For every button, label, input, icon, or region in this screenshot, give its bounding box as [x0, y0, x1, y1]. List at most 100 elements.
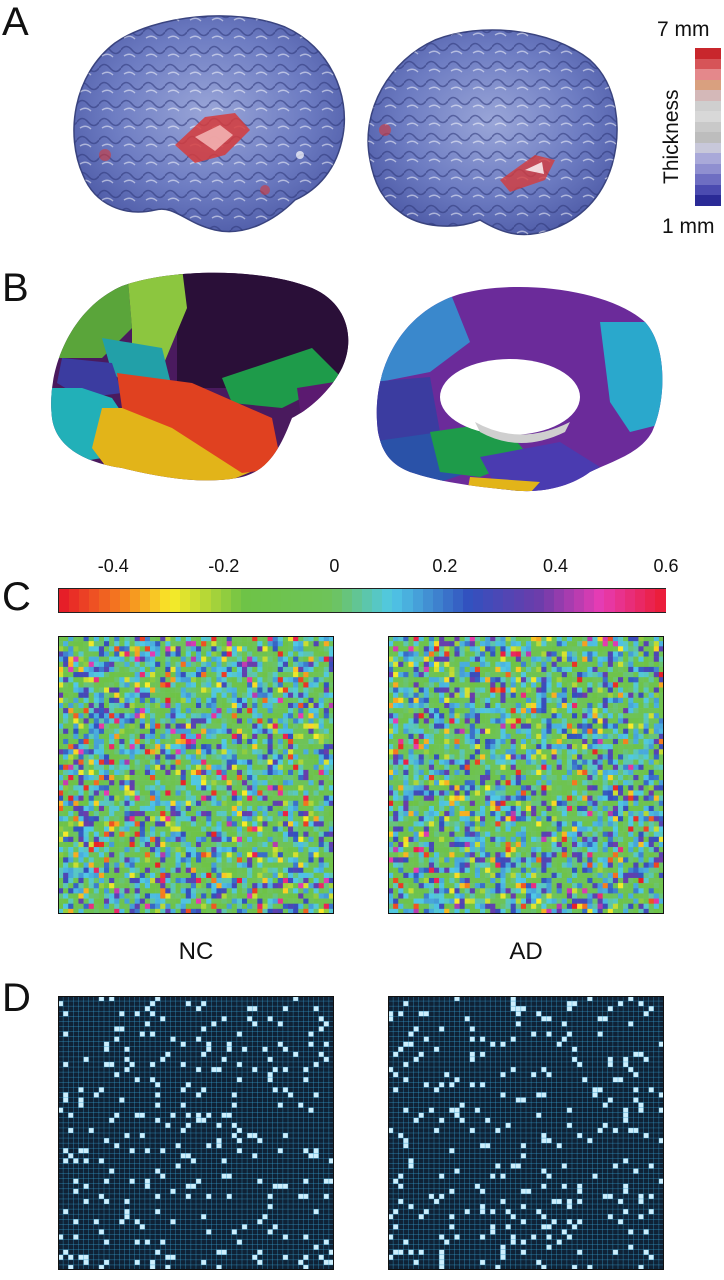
matrix-cell	[388, 636, 394, 642]
matrix-cell	[469, 816, 476, 822]
matrix-cell	[201, 841, 207, 848]
matrix-cell	[160, 723, 166, 729]
matrix-cell	[500, 672, 506, 678]
matrix-cell	[328, 677, 334, 683]
matrix-cell	[393, 692, 399, 699]
matrix-cell	[658, 759, 664, 766]
matrix-cell	[288, 708, 294, 714]
matrix-cell	[303, 883, 309, 889]
matrix-cell	[206, 816, 212, 822]
matrix-cell	[413, 775, 419, 781]
matrix-cell	[653, 790, 660, 796]
matrix-cell	[413, 754, 419, 760]
matrix-cell	[247, 862, 253, 868]
matrix-cell	[541, 677, 547, 683]
matrix-frame	[58, 636, 334, 914]
matrix-cell	[78, 903, 84, 910]
matrix-cell	[480, 713, 486, 719]
matrix-cell	[170, 713, 176, 719]
matrix-cell	[536, 687, 542, 693]
matrix-cell	[546, 692, 552, 699]
matrix-cell	[546, 749, 552, 755]
matrix-cell	[423, 744, 430, 750]
matrix-cell	[63, 682, 69, 688]
matrix-cell	[572, 641, 578, 647]
matrix-cell	[83, 666, 89, 673]
matrix-cell	[505, 702, 511, 709]
matrix-cell	[134, 893, 141, 899]
matrix-cell	[449, 713, 455, 719]
matrix-cell	[119, 775, 125, 781]
matrix-cell	[68, 738, 74, 745]
matrix-cell	[308, 908, 314, 914]
matrix-cell	[328, 775, 334, 781]
matrix-cell	[464, 713, 471, 719]
matrix-cell	[541, 759, 547, 766]
matrix-cell	[500, 651, 506, 657]
matrix-cell	[500, 759, 506, 766]
matrix-cell	[139, 708, 146, 714]
matrix-cell	[185, 780, 192, 786]
matrix-cell	[423, 775, 430, 781]
matrix-cell	[313, 754, 319, 760]
matrix-cell	[282, 708, 289, 714]
matrix-cell	[78, 867, 84, 874]
matrix-cell	[175, 826, 181, 832]
matrix-cell	[618, 661, 624, 668]
matrix-cell	[201, 811, 207, 817]
matrix-cell	[288, 847, 294, 853]
matrix-cell	[190, 733, 197, 740]
matrix-cell	[170, 862, 176, 868]
matrix-cell	[328, 759, 334, 766]
matrix-cell	[592, 805, 598, 812]
matrix-cell	[175, 744, 181, 750]
matrix-cell	[267, 821, 273, 827]
matrix-cell	[104, 883, 110, 889]
matrix-cell	[561, 738, 568, 745]
matrix-cell	[658, 733, 664, 740]
matrix-cell	[98, 708, 105, 714]
matrix-cell	[139, 697, 146, 704]
matrix-cell	[190, 744, 197, 750]
matrix-cell	[474, 677, 481, 683]
matrix-cell	[298, 893, 304, 899]
matrix-cell	[439, 713, 445, 719]
matrix-cell	[418, 800, 425, 807]
correlation-colorbar-swatch	[543, 589, 555, 612]
matrix-cell	[231, 831, 238, 838]
matrix-cell	[490, 800, 496, 807]
matrix-cell	[236, 821, 243, 827]
matrix-cell	[602, 692, 609, 699]
matrix-cell	[247, 867, 253, 874]
matrix-cell	[165, 836, 171, 843]
matrix-cell	[454, 723, 460, 729]
matrix-cell	[257, 805, 263, 812]
matrix-cell	[526, 687, 532, 693]
matrix-cell	[546, 769, 552, 776]
matrix-cell	[58, 877, 64, 884]
matrix-cell	[577, 780, 583, 786]
matrix-cell	[252, 682, 258, 688]
matrix-cell	[428, 672, 435, 678]
matrix-cell	[68, 872, 74, 879]
matrix-cell	[403, 677, 409, 683]
matrix-cell	[114, 775, 120, 781]
matrix-cell	[423, 821, 430, 827]
matrix-cell	[129, 893, 135, 899]
matrix-cell	[93, 749, 100, 755]
matrix-cell	[490, 718, 496, 724]
matrix-cell	[388, 780, 394, 786]
matrix-cell	[403, 785, 409, 791]
matrix-cell	[592, 800, 598, 807]
matrix-cell	[628, 811, 634, 817]
matrix-cell	[277, 687, 284, 693]
matrix-cell	[308, 867, 314, 874]
matrix-cell	[298, 898, 304, 905]
matrix-cell	[155, 867, 161, 874]
matrix-cell	[474, 697, 481, 704]
matrix-cell	[510, 708, 517, 714]
matrix-cell	[469, 692, 476, 699]
matrix-cell	[88, 764, 95, 771]
matrix-cell	[262, 718, 268, 724]
matrix-cell	[582, 651, 588, 657]
